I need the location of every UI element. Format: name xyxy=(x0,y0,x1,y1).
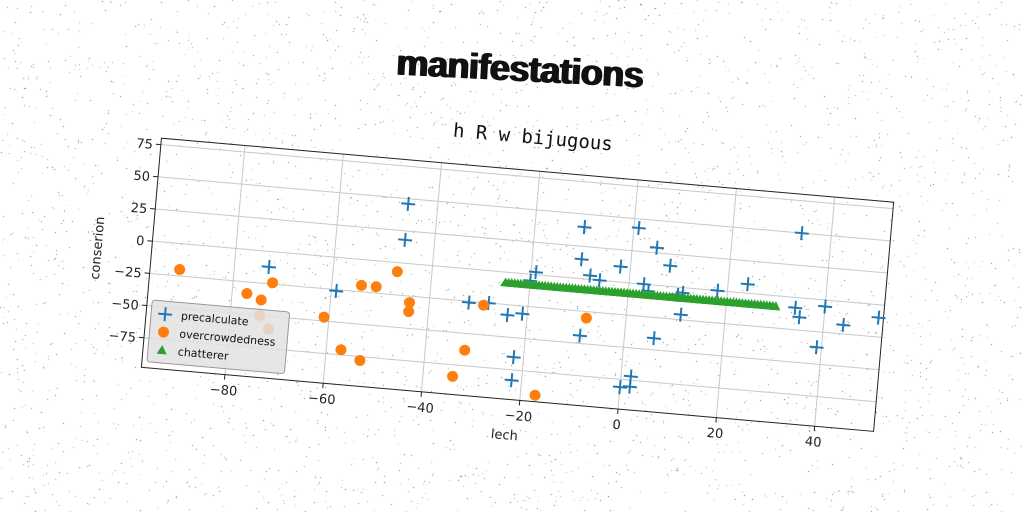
overcrowdedness-point xyxy=(354,354,366,366)
precalculate-point xyxy=(740,277,755,292)
plot-frame xyxy=(140,137,895,432)
precalculate-point xyxy=(572,328,587,343)
x-tick-label: −60 xyxy=(307,391,336,408)
y-tick-label: −75 xyxy=(108,329,137,346)
data-marks xyxy=(174,196,886,401)
x-tick-label: 20 xyxy=(706,426,724,442)
precalculate-point xyxy=(398,232,413,247)
plot-group: h R w bijugous −80 −60 −40 −20 0 20 40 −75 −50 −2… xyxy=(88,120,895,451)
legend-marker-precalculate xyxy=(158,307,173,322)
y-tick-label: 50 xyxy=(133,169,151,185)
precalculate-point xyxy=(500,307,515,323)
x-tick-label: −20 xyxy=(504,408,533,425)
legend-box xyxy=(146,299,291,375)
overcrowdedness-point xyxy=(459,344,471,356)
y-tick-label: −25 xyxy=(114,264,143,281)
precalculate-point xyxy=(528,265,544,280)
x-axis-label: lech xyxy=(490,427,518,444)
overcrowdedness-point xyxy=(318,311,330,323)
x-tick-label: 40 xyxy=(804,434,822,450)
overcrowdedness-point xyxy=(174,263,186,275)
precalculate-point xyxy=(673,307,688,322)
overcrowdedness-point xyxy=(580,312,592,324)
y-grid-line xyxy=(158,176,891,242)
precalculate-point xyxy=(649,240,664,255)
precalculate-point xyxy=(583,268,598,283)
precalculate-point xyxy=(506,350,521,365)
precalculate-point xyxy=(871,310,886,325)
precalculate-point xyxy=(622,379,637,394)
precalculate-point xyxy=(809,340,824,355)
x-grid-line xyxy=(420,162,443,392)
overcrowdedness-point xyxy=(370,281,382,293)
precalculate-point xyxy=(577,220,592,235)
precalculate-point xyxy=(646,331,662,346)
y-grid-line xyxy=(160,144,894,210)
precalculate-point xyxy=(663,258,678,273)
overcrowdedness-point xyxy=(403,297,415,309)
legend-marker-chatterer xyxy=(156,345,167,355)
precalculate-point xyxy=(515,306,530,321)
y-axis-label: conserion xyxy=(88,216,108,280)
legend-label-chatterer: chatterer xyxy=(177,345,229,362)
y-tick-label: −50 xyxy=(111,296,140,313)
overcrowdedness-point xyxy=(529,389,541,401)
precalculate-point xyxy=(710,283,725,298)
precalculate-point xyxy=(613,259,628,274)
legend-label-precalculate: precalculate xyxy=(180,310,249,329)
overcrowdedness-point xyxy=(267,277,279,289)
precalculate-point xyxy=(574,252,589,267)
x-tick-label: 0 xyxy=(612,418,622,434)
x-tick-label: −40 xyxy=(406,400,435,417)
precalculate-point xyxy=(329,283,344,299)
precalculate-point xyxy=(788,300,803,315)
chatterer-point xyxy=(770,301,781,311)
y-grid-line xyxy=(155,208,888,274)
precalculate-point xyxy=(261,259,277,274)
overcrowdedness-point xyxy=(335,344,347,356)
x-tick-label: −80 xyxy=(209,382,238,399)
overcrowdedness-point xyxy=(255,294,267,306)
overcrowdedness-point xyxy=(355,279,367,291)
precalculate-point xyxy=(631,220,646,236)
overcrowdedness-point xyxy=(403,306,415,318)
overcrowdedness-point xyxy=(478,299,490,311)
precalculate-point xyxy=(592,273,607,288)
legend-marker-overcrowdedness xyxy=(158,326,170,338)
y-tick-label: 75 xyxy=(136,137,154,153)
overcrowdedness-point xyxy=(447,370,459,382)
precalculate-point xyxy=(818,299,833,314)
precalculate-point xyxy=(461,295,476,310)
precalculate-point xyxy=(836,317,851,333)
overcrowdedness-point xyxy=(241,288,253,300)
chart-subtitle: h R w bijugous xyxy=(452,120,613,156)
precalculate-point xyxy=(401,196,416,211)
precalculate-point xyxy=(794,226,809,241)
precalculate-point xyxy=(792,310,807,325)
y-tick-label: 0 xyxy=(135,234,145,250)
overcrowdedness-point xyxy=(391,266,403,278)
y-grid-line xyxy=(152,240,885,306)
precalculate-point xyxy=(612,380,628,395)
precalculate-point xyxy=(504,373,519,388)
axis-ticks: −80 −60 −40 −20 0 20 40 −75 −50 −25 0 25 50 75 xyxy=(108,137,822,451)
y-tick-label: 25 xyxy=(130,201,148,217)
